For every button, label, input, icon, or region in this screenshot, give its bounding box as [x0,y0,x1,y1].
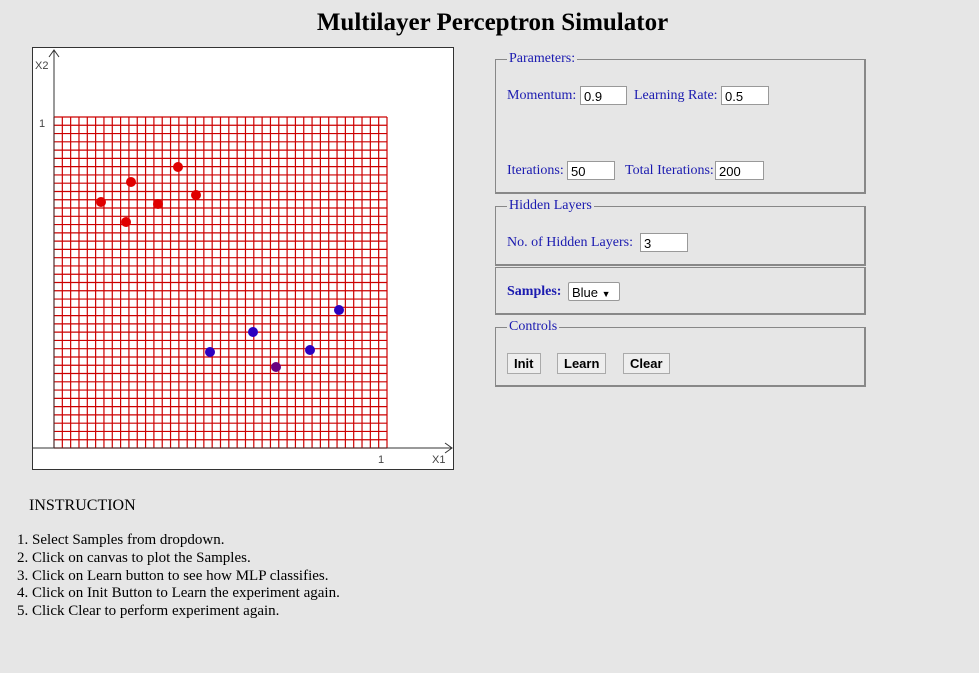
field-label: Samples: [507,284,562,299]
y-max-label: 1 [39,118,45,130]
y-axis-label: X2 [35,60,48,72]
panel-legend: Hidden Layers [507,198,594,214]
instruction-step: 3. Click on Learn button to see how MLP … [17,568,328,585]
sample-point [191,190,201,200]
field-label: Total Iterations: [625,163,714,178]
panel-legend: Controls [507,319,560,335]
parameters-panel: Parameters: Momentum: 0.9 Learning Rate:… [495,51,866,194]
momentum-input[interactable]: 0.9 [580,86,627,105]
learning-rate-input[interactable]: 0.5 [721,86,769,105]
blue-samples [205,305,344,372]
instruction-step: 1. Select Samples from dropdown. [17,532,224,549]
field-label: Learning Rate: [634,88,718,103]
instruction-step: 5. Click Clear to perform experiment aga… [17,603,279,620]
sample-point [305,345,315,355]
instruction-heading: INSTRUCTION [29,497,136,514]
sample-point [205,347,215,357]
step-text: Click on canvas to plot the Samples. [32,549,251,566]
step-number: 3. [17,567,32,584]
iterations-input[interactable]: 50 [567,161,615,180]
field-label: Iterations: [507,163,564,178]
samples-panel: Samples: Blue ▼ [495,267,866,315]
sample-point [96,197,106,207]
sample-point [126,177,136,187]
page-title: Multilayer Perceptron Simulator [316,8,669,36]
sample-point [271,362,281,372]
plot-canvas[interactable]: X2 1 1 X1 [32,47,454,470]
step-number: 2. [17,549,32,566]
canvas-border [32,47,454,470]
step-text: Click Clear to perform experiment again. [32,603,280,620]
sample-point [248,327,258,337]
step-text: Select Samples from dropdown. [32,532,225,548]
step-number: 4. [17,585,32,602]
panel-legend: Parameters: [507,51,578,67]
controls-panel: Controls Init Learn Clear [495,319,866,387]
field-label: Momentum: [507,88,577,103]
init-button[interactable]: Init [507,353,541,374]
red-samples [96,162,201,227]
instruction-step: 2. Click on canvas to plot the Samples. [17,550,251,567]
instruction-step: 4. Click on Init Button to Learn the exp… [17,585,340,602]
sample-point [153,199,163,209]
step-number: 5. [17,603,32,620]
step-text: Click on Learn button to see how MLP cla… [32,567,329,584]
x-arrow [444,442,453,454]
sample-point [121,217,131,227]
field-label: No. of Hidden Layers: [507,235,633,250]
samples-select[interactable]: Blue ▼ [568,282,620,301]
learn-button[interactable]: Learn [557,353,607,374]
select-value: Blue [572,285,599,300]
sample-point [334,305,344,315]
clear-button[interactable]: Clear [623,353,670,374]
classification-grid [53,116,388,449]
x-max-label: 1 [378,454,384,466]
step-number: 1. [17,532,32,548]
sample-point [173,162,183,172]
hidden-layers-panel: Hidden Layers No. of Hidden Layers: 3 [495,198,866,266]
y-arrow [48,49,60,58]
x-axis-label: X1 [432,454,445,466]
hidden-layers-input[interactable]: 3 [640,233,688,252]
total-iterations-input[interactable]: 200 [715,161,764,180]
step-text: Click on Init Button to Learn the experi… [32,585,340,602]
